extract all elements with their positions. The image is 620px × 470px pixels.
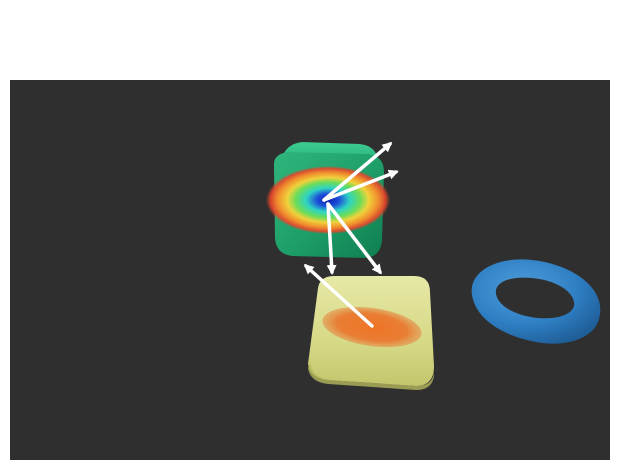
blue-torus[interactable] bbox=[471, 259, 601, 344]
force-arrows bbox=[303, 142, 399, 328]
blue-torus-ring bbox=[471, 259, 601, 344]
force-arrow-1 bbox=[322, 142, 393, 202]
3d-viewport[interactable] bbox=[10, 80, 610, 460]
force-arrow-5 bbox=[303, 263, 374, 328]
yellow-block[interactable] bbox=[308, 276, 434, 390]
yellow-block-bottom-edge bbox=[308, 362, 434, 390]
force-arrow-4 bbox=[326, 202, 382, 275]
scene-canvas[interactable] bbox=[10, 80, 610, 460]
force-arrow-3 bbox=[326, 202, 337, 275]
force-arrow-2 bbox=[322, 169, 399, 202]
